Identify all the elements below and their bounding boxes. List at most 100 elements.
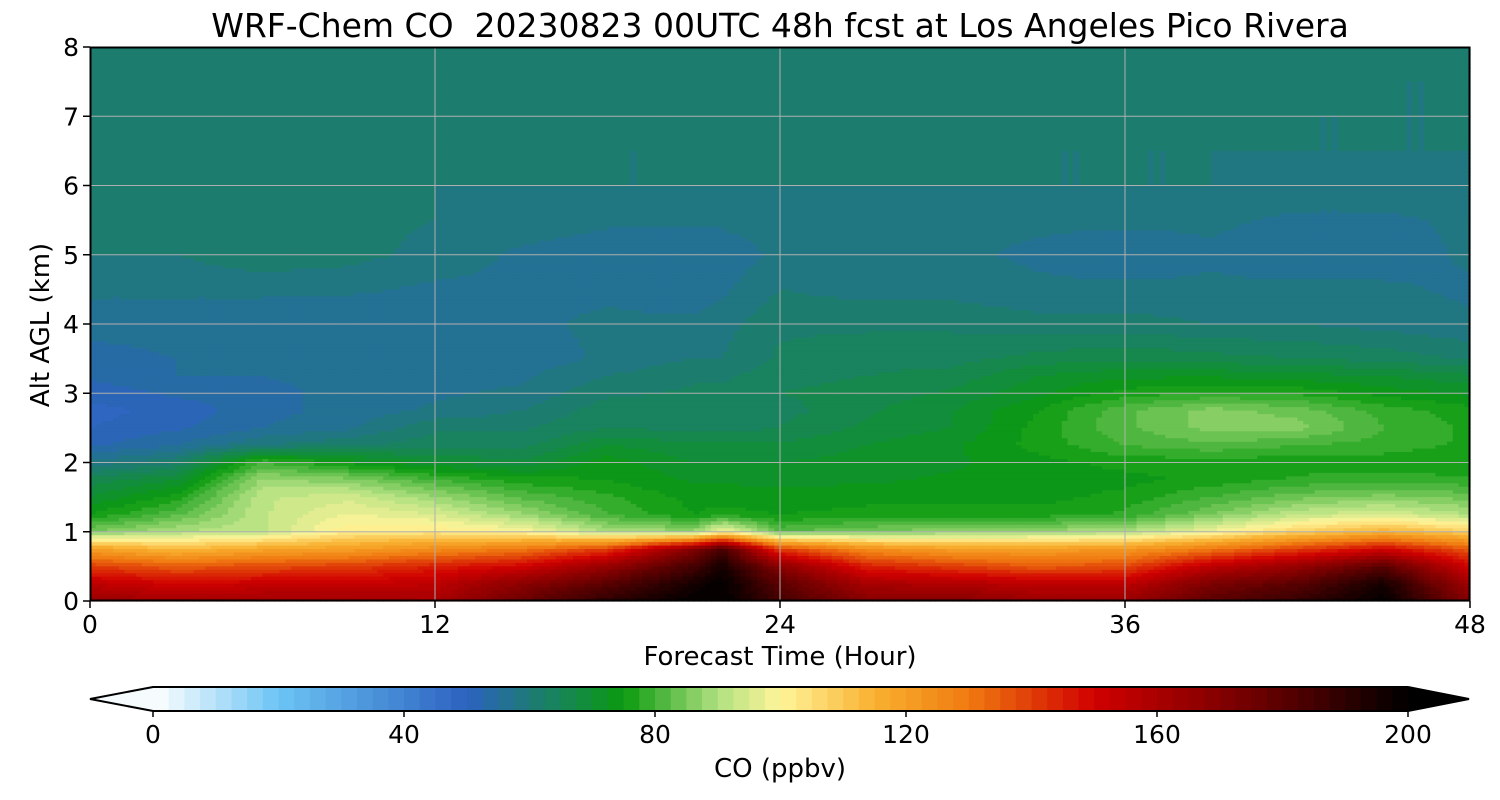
heatmap-cell: [1091, 85, 1097, 89]
heatmap-cell: [849, 68, 855, 72]
heatmap-cell: [245, 78, 251, 82]
heatmap-cell: [964, 71, 970, 75]
heatmap-cell: [1292, 50, 1298, 54]
heatmap-cell: [337, 68, 343, 72]
heatmap-cell: [251, 78, 257, 82]
heatmap-cell: [567, 64, 573, 68]
heatmap-cell: [1453, 54, 1459, 58]
heatmap-cell: [343, 68, 349, 72]
heatmap-cell: [1194, 64, 1200, 68]
heatmap-cell: [222, 99, 228, 103]
heatmap-cell: [792, 68, 798, 72]
heatmap-cell: [602, 68, 608, 72]
heatmap-cell: [406, 54, 412, 58]
heatmap-cell: [849, 50, 855, 54]
heatmap-cell: [746, 50, 752, 54]
heatmap-cell: [418, 95, 424, 99]
heatmap-cell: [1102, 89, 1108, 93]
heatmap-cell: [1234, 95, 1240, 99]
heatmap-cell: [349, 71, 355, 75]
heatmap-cell: [1407, 71, 1413, 75]
heatmap-cell: [711, 50, 717, 54]
heatmap-cell: [1137, 71, 1143, 75]
heatmap-cell: [372, 95, 378, 99]
heatmap-cell: [1430, 50, 1436, 54]
heatmap-cell: [544, 92, 550, 96]
heatmap-cell: [981, 68, 987, 72]
heatmap-cell: [452, 89, 458, 93]
heatmap-cell: [447, 54, 453, 58]
heatmap-cell: [941, 68, 947, 72]
heatmap-cell: [1171, 95, 1177, 99]
heatmap-cell: [1372, 95, 1378, 99]
heatmap-cell: [1332, 85, 1338, 89]
heatmap-cell: [199, 85, 205, 89]
heatmap-cell: [1321, 54, 1327, 58]
heatmap-cell: [1131, 57, 1137, 61]
heatmap-cell: [418, 89, 424, 93]
heatmap-cell: [625, 78, 631, 82]
heatmap-cell: [590, 85, 596, 89]
heatmap-cell: [878, 82, 884, 86]
heatmap-cell: [1378, 75, 1384, 79]
heatmap-cell: [539, 85, 545, 89]
heatmap-cell: [1160, 57, 1166, 61]
heatmap-cell: [1194, 50, 1200, 54]
heatmap-cell: [217, 92, 223, 96]
heatmap-cell: [521, 95, 527, 99]
heatmap-cell: [383, 75, 389, 79]
heatmap-cell: [884, 82, 890, 86]
heatmap-cell: [1188, 95, 1194, 99]
heatmap-cell: [130, 89, 136, 93]
heatmap-cell: [1137, 57, 1143, 61]
heatmap-cell: [625, 57, 631, 61]
heatmap-cell: [125, 68, 131, 72]
heatmap-cell: [1349, 82, 1355, 86]
heatmap-cell: [947, 54, 953, 58]
heatmap-cell: [533, 95, 539, 99]
heatmap-cell: [953, 61, 959, 65]
heatmap-cell: [194, 57, 200, 61]
heatmap-cell: [1246, 78, 1252, 82]
heatmap-cell: [797, 75, 803, 79]
heatmap-cell: [136, 61, 142, 65]
heatmap-cell: [1367, 78, 1373, 82]
heatmap-cell: [470, 78, 476, 82]
heatmap-cell: [1401, 92, 1407, 96]
heatmap-cell: [654, 89, 660, 93]
heatmap-cell: [1269, 57, 1275, 61]
heatmap-cell: [964, 50, 970, 54]
heatmap-cell: [401, 78, 407, 82]
heatmap-cell: [688, 99, 694, 103]
heatmap-cell: [1459, 50, 1465, 54]
heatmap-cell: [188, 54, 194, 58]
heatmap-cell: [240, 89, 246, 93]
heatmap-cell: [1091, 99, 1097, 103]
heatmap-cell: [176, 64, 182, 68]
heatmap-cell: [360, 95, 366, 99]
heatmap-cell: [849, 64, 855, 68]
heatmap-cell: [1424, 61, 1430, 65]
heatmap-cell: [659, 68, 665, 72]
heatmap-cell: [1349, 64, 1355, 68]
heatmap-cell: [1200, 68, 1206, 72]
heatmap-cell: [119, 89, 125, 93]
heatmap-cell: [682, 75, 688, 79]
heatmap-cell: [1459, 75, 1465, 79]
heatmap-cell: [257, 78, 263, 82]
heatmap-cell: [849, 78, 855, 82]
heatmap-cell: [412, 54, 418, 58]
heatmap-cell: [1234, 50, 1240, 54]
heatmap-cell: [1016, 82, 1022, 86]
heatmap-cell: [366, 68, 372, 72]
heatmap-cell: [1257, 64, 1263, 68]
heatmap-cell: [274, 85, 280, 89]
heatmap-cell: [521, 50, 527, 54]
heatmap-cell: [263, 92, 269, 96]
heatmap-cell: [1413, 68, 1419, 72]
heatmap-cell: [1217, 95, 1223, 99]
heatmap-cell: [1217, 61, 1223, 65]
heatmap-cell: [1372, 50, 1378, 54]
heatmap-cell: [1073, 85, 1079, 89]
heatmap-cell: [1142, 64, 1148, 68]
